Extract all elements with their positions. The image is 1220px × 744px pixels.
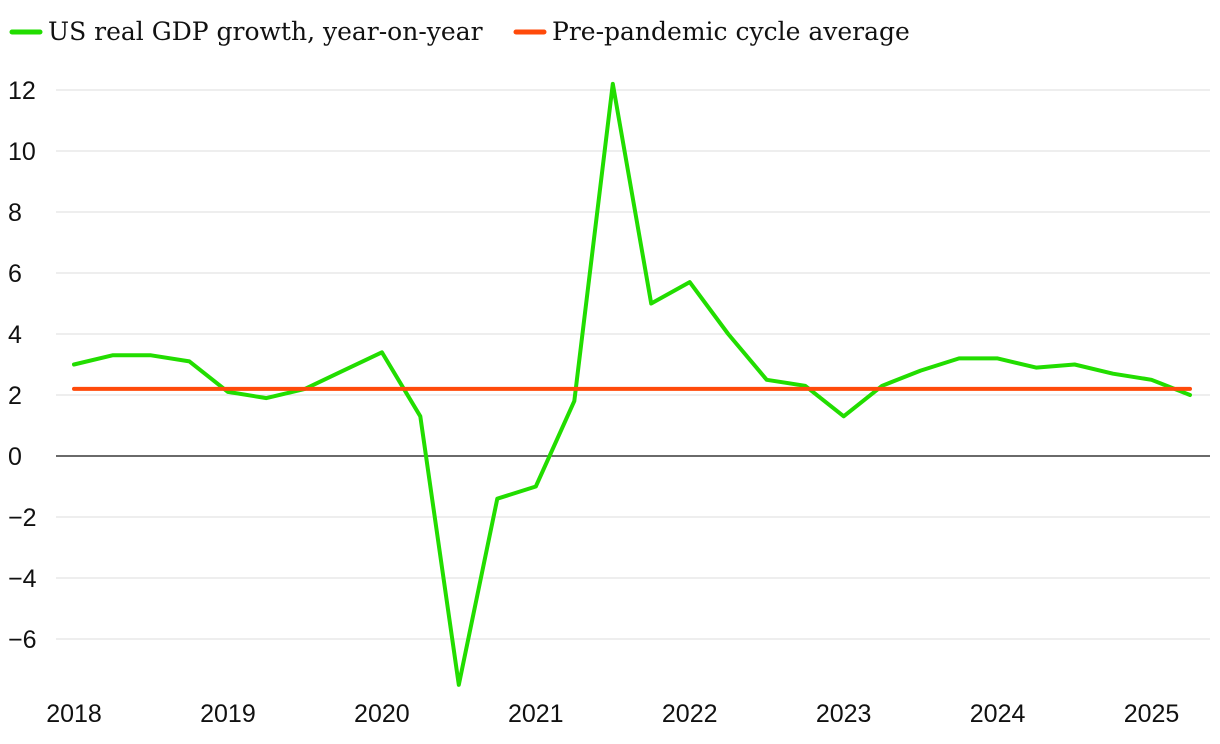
y-axis: 12 10 8 6 4 2 0 −2 −4 −6 (8, 77, 37, 654)
y-tick-label: 6 (8, 260, 22, 288)
legend-item-average: Pre-pandemic cycle average (513, 17, 910, 46)
legend-item-gdp: US real GDP growth, year-on-year (9, 17, 483, 46)
x-tick-label: 2024 (970, 700, 1026, 728)
legend: US real GDP growth, year-on-year Pre-pan… (9, 17, 910, 46)
grid-lines (56, 89, 1210, 640)
y-tick-label: 4 (8, 321, 22, 349)
y-tick-label: −4 (8, 565, 37, 593)
x-tick-label: 2023 (816, 700, 872, 728)
legend-label-average: Pre-pandemic cycle average (552, 17, 910, 46)
x-tick-label: 2020 (354, 700, 410, 728)
x-tick-label: 2022 (662, 700, 718, 728)
y-tick-label: 10 (8, 138, 36, 166)
y-tick-label: 12 (8, 77, 36, 105)
y-tick-label: 0 (8, 443, 22, 471)
x-tick-label: 2025 (1124, 700, 1180, 728)
plot-area (72, 81, 1192, 687)
x-tick-label: 2021 (508, 700, 564, 728)
y-tick-label: 8 (8, 199, 22, 227)
x-axis: 2018 2019 2020 2021 2022 2023 2024 2025 (46, 700, 1179, 728)
y-tick-label: 2 (8, 382, 22, 410)
series-line-gdp-growth (72, 81, 1192, 687)
y-tick-label: −6 (8, 626, 37, 654)
legend-label-gdp: US real GDP growth, year-on-year (48, 17, 483, 46)
x-tick-label: 2018 (46, 700, 102, 728)
x-tick-label: 2019 (200, 700, 256, 728)
y-tick-label: −2 (8, 504, 37, 532)
